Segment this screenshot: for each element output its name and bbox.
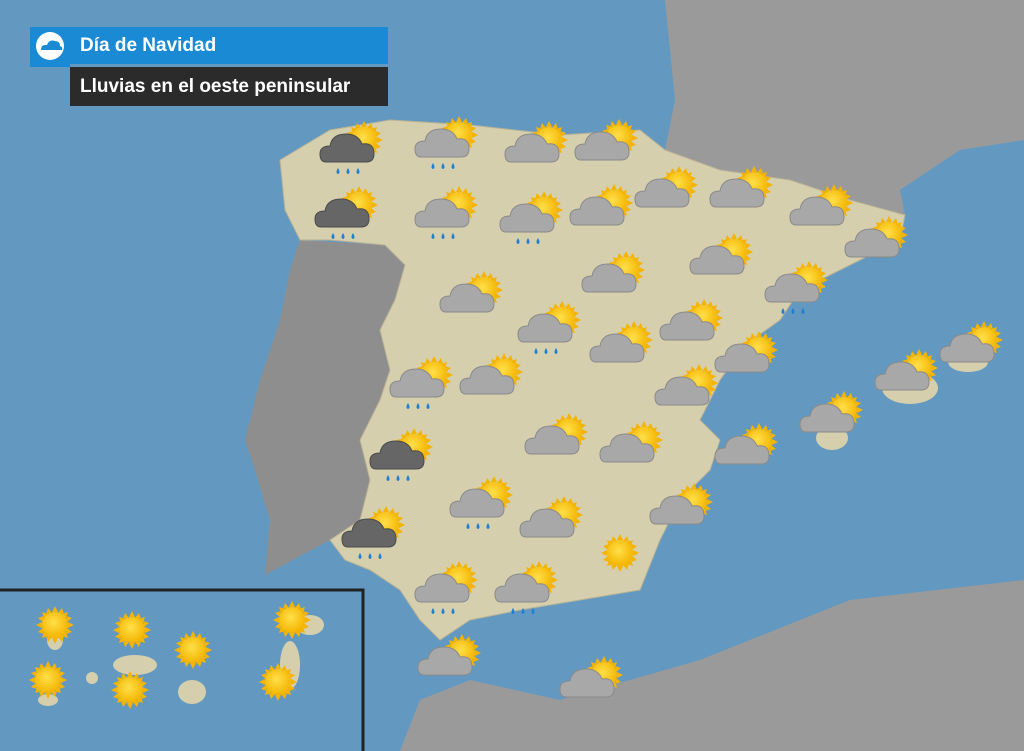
logo-cloud	[41, 40, 63, 50]
subtitle: Lluvias en el oeste peninsular	[80, 76, 351, 97]
inset-frame	[0, 588, 365, 751]
africa	[400, 580, 1024, 751]
title: Día de Navidad	[80, 35, 216, 56]
subtitle-box	[70, 67, 388, 106]
france	[665, 0, 1024, 215]
portugal	[245, 240, 405, 575]
canary-islands	[38, 615, 324, 706]
title-box	[30, 27, 388, 64]
